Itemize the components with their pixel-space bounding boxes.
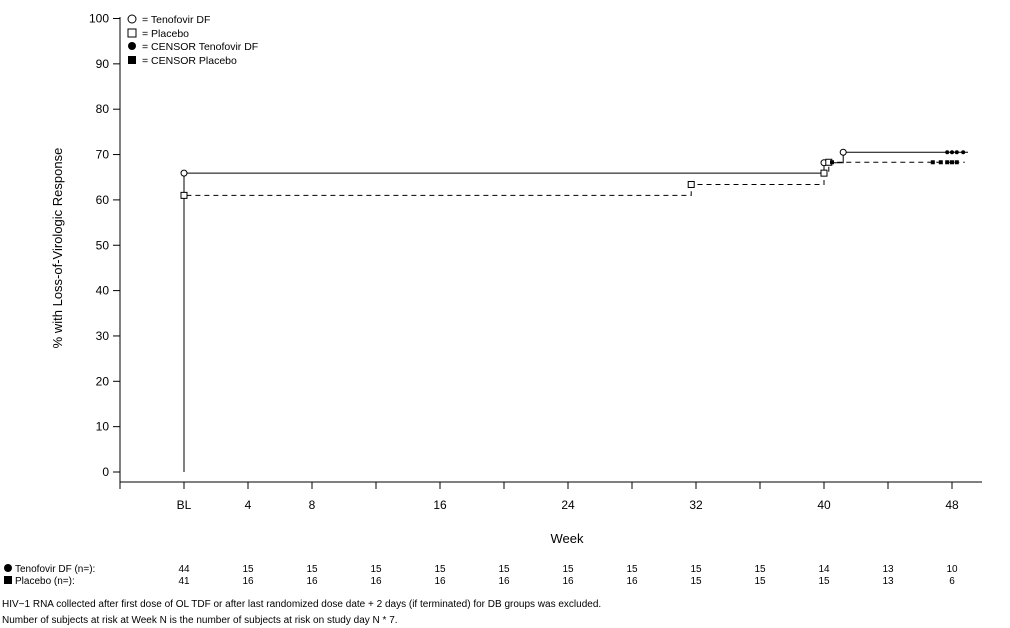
risk-row-tenofovir: Tenofovir DF (n=): 44 15 15 15 15 15 15 15 15 15 1… <box>4 564 958 575</box>
x-tick-label: 40 <box>817 498 831 512</box>
y-tick-label: 0 <box>102 465 109 479</box>
open-square-icon <box>127 28 137 38</box>
risk-count: 16 <box>434 576 446 587</box>
event-marker-square <box>820 169 828 177</box>
risk-row-label: Placebo (n=): <box>15 576 75 587</box>
censor-marker-square <box>954 160 959 165</box>
x-tick-label: 24 <box>561 498 575 512</box>
censor-marker-circle <box>961 150 966 155</box>
risk-count: 15 <box>626 564 638 575</box>
legend-item-censor-tenofovir: = CENSOR Tenofovir DF <box>128 41 258 53</box>
filled-circle-icon <box>4 564 12 572</box>
y-tick-label: 80 <box>96 102 110 116</box>
risk-count: 44 <box>178 564 190 575</box>
legend-label-censor-tenofovir: = CENSOR Tenofovir DF <box>142 41 258 53</box>
legend-item-placebo: = Placebo <box>127 28 189 40</box>
censor-marker-circle <box>945 150 950 155</box>
x-tick-label: 4 <box>245 498 252 512</box>
event-marker-square <box>687 180 695 188</box>
x-axis-label: Week <box>551 531 584 546</box>
legend: = Tenofovir DF = Placebo = CENSOR Tenofo… <box>127 14 258 67</box>
risk-count: 16 <box>626 576 638 587</box>
censor-marker-square <box>950 160 954 165</box>
y-axis-label: % with Loss-of-Virologic Response <box>50 148 65 349</box>
censor-marker-square <box>930 160 935 165</box>
risk-count: 13 <box>882 576 894 587</box>
risk-row-placebo: Placebo (n=): 41 16 16 16 16 16 16 16 15 15 15 13 6 <box>4 576 955 587</box>
x-tick-label: 8 <box>309 498 316 512</box>
y-tick-label: 10 <box>96 420 110 434</box>
risk-count: 15 <box>498 564 510 575</box>
legend-label-tenofovir: = Tenofovir DF <box>142 14 210 26</box>
risk-count: 15 <box>690 564 702 575</box>
plot-area <box>180 148 968 472</box>
y-tick-label: 90 <box>96 57 110 71</box>
y-axis: 0 10 20 30 40 50 60 70 80 90 100 <box>89 12 121 482</box>
footnote-2: Number of subjects at risk at Week N is … <box>2 615 398 626</box>
x-tick-label: BL <box>177 498 192 512</box>
risk-count: 10 <box>946 564 958 575</box>
censor-marker-square <box>830 160 834 165</box>
open-circle-icon <box>127 14 137 24</box>
risk-count: 16 <box>306 576 318 587</box>
risk-count: 15 <box>562 564 574 575</box>
censor-marker-square <box>938 160 943 165</box>
risk-count: 41 <box>178 576 190 587</box>
event-marker-circle <box>839 148 847 156</box>
y-tick-label: 50 <box>96 238 110 252</box>
filled-square-icon <box>4 576 12 584</box>
risk-count: 16 <box>562 576 574 587</box>
risk-count: 15 <box>434 564 446 575</box>
y-tick-label: 20 <box>96 374 110 388</box>
filled-circle-icon <box>128 42 136 50</box>
legend-item-tenofovir: = Tenofovir DF <box>127 14 210 26</box>
risk-count: 16 <box>370 576 382 587</box>
risk-count: 15 <box>306 564 318 575</box>
x-tick-label: 32 <box>689 498 703 512</box>
risk-count: 16 <box>242 576 254 587</box>
y-tick-label: 60 <box>96 193 110 207</box>
censor-marker-circle <box>950 150 954 155</box>
risk-count: 14 <box>818 564 830 575</box>
legend-label-placebo: = Placebo <box>142 28 189 40</box>
x-tick-label: 48 <box>945 498 959 512</box>
filled-square-icon <box>128 56 136 64</box>
event-marker-circle <box>180 169 188 177</box>
event-marker-square <box>180 191 188 199</box>
censor-marker-square <box>945 160 950 165</box>
y-tick-label: 70 <box>96 148 110 162</box>
risk-count: 15 <box>690 576 702 587</box>
risk-count: 13 <box>882 564 894 575</box>
risk-count: 15 <box>754 576 766 587</box>
x-axis: BL 4 8 16 24 32 40 48 <box>119 481 982 512</box>
series-line-placebo <box>183 161 965 472</box>
y-tick-label: 30 <box>96 329 110 343</box>
risk-count: 15 <box>754 564 766 575</box>
y-tick-label: 40 <box>96 284 110 298</box>
censor-marker-circle <box>954 150 959 155</box>
x-tick-label: 16 <box>433 498 447 512</box>
series-line-tenofovir-df <box>183 151 968 472</box>
y-tick-label: 100 <box>89 12 109 26</box>
footnote-1: HIV−1 RNA collected after first dose of … <box>2 599 601 610</box>
risk-count: 15 <box>370 564 382 575</box>
risk-count: 6 <box>949 576 955 587</box>
risk-count: 15 <box>242 564 254 575</box>
legend-label-censor-placebo: = CENSOR Placebo <box>142 55 237 67</box>
legend-item-censor-placebo: = CENSOR Placebo <box>128 55 237 67</box>
risk-row-label: Tenofovir DF (n=): <box>15 564 95 575</box>
risk-table: Tenofovir DF (n=): 44 15 15 15 15 15 15 15 15 15 1… <box>4 564 958 587</box>
risk-count: 15 <box>818 576 830 587</box>
risk-count: 16 <box>498 576 510 587</box>
